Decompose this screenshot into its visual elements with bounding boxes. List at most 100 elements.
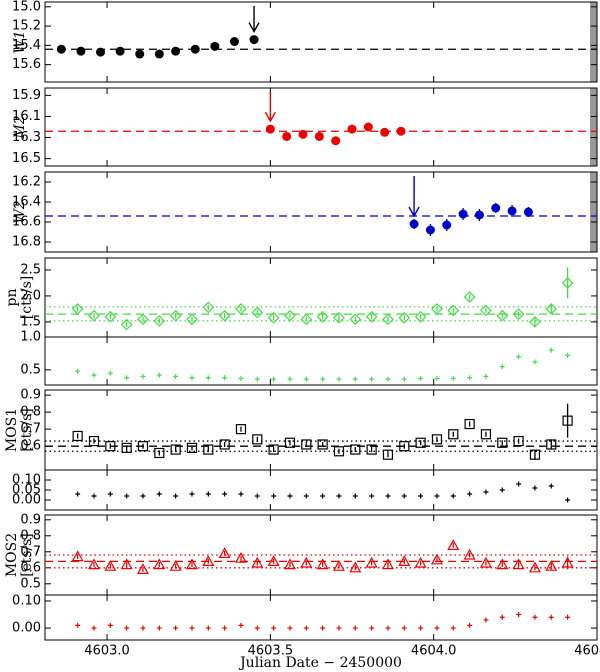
arrow [248, 6, 260, 34]
point [189, 375, 195, 381]
point [254, 493, 260, 499]
point [347, 124, 357, 134]
point [284, 437, 296, 448]
point [254, 376, 260, 382]
panel-edge [590, 88, 597, 166]
point [363, 122, 373, 132]
point [303, 493, 309, 499]
y-axis-label: pn [4, 289, 20, 307]
y-axis-label: [cts/s] [19, 276, 35, 319]
point [154, 447, 165, 459]
point [532, 485, 538, 491]
x-tick-label: 4604.0 [411, 644, 457, 659]
point [401, 376, 407, 382]
point [173, 493, 179, 499]
point [516, 354, 522, 360]
point [381, 558, 394, 570]
point [414, 310, 427, 323]
point [499, 364, 505, 370]
point [140, 373, 146, 379]
point [385, 376, 391, 382]
point [496, 558, 509, 570]
point [418, 625, 424, 631]
x-tick-label: 4603.0 [84, 644, 130, 659]
point [496, 309, 509, 322]
point [474, 210, 484, 220]
point [124, 375, 130, 381]
point [396, 126, 406, 136]
point [218, 547, 231, 559]
point [185, 558, 199, 570]
point [463, 548, 476, 560]
point [238, 375, 244, 381]
point [499, 487, 505, 493]
y-axis-label: MOS2 [4, 533, 20, 577]
point [268, 444, 279, 455]
point [136, 563, 150, 575]
point [189, 491, 195, 497]
point [317, 439, 328, 450]
point [210, 41, 220, 51]
point [218, 309, 231, 322]
panel-frame [44, 469, 598, 511]
point [75, 368, 81, 374]
point [316, 310, 329, 323]
point [287, 493, 293, 499]
point [238, 622, 244, 628]
y-tick-label: 1.5 [20, 314, 41, 329]
y-axis-label: W2 [12, 200, 28, 223]
point [385, 625, 391, 631]
y-axis-label: MOS1 [4, 408, 20, 452]
y-tick-label: 0.7 [20, 544, 41, 559]
y-tick-label: 0.00 [12, 493, 41, 508]
panel-edge [590, 172, 597, 252]
point [283, 558, 296, 570]
point [169, 309, 182, 322]
point [156, 625, 162, 631]
point [450, 375, 456, 381]
point [91, 372, 97, 378]
panel-frame [44, 171, 598, 253]
point [271, 493, 277, 499]
point [352, 625, 358, 631]
point [202, 555, 215, 567]
point [366, 444, 377, 455]
y-tick-label: 16.2 [12, 175, 41, 190]
y-tick-label: 16.5 [12, 151, 41, 166]
point [271, 625, 277, 631]
point [516, 612, 522, 618]
point [480, 304, 492, 317]
point [512, 558, 525, 570]
point [104, 310, 117, 323]
point [349, 313, 362, 326]
point [219, 439, 230, 450]
point [497, 437, 508, 448]
point [303, 625, 309, 631]
panel-frame [44, 1, 598, 83]
point [565, 497, 571, 503]
y-axis-label: [cts/s] [19, 408, 35, 451]
point [303, 376, 309, 382]
y-tick-label: 0.05 [12, 483, 41, 498]
point [546, 439, 557, 450]
point [173, 373, 179, 379]
panel-frame [44, 389, 598, 471]
point [430, 553, 443, 565]
point [333, 311, 345, 324]
point [369, 376, 375, 382]
point [418, 493, 424, 499]
y-tick-label: 0.6 [20, 560, 41, 575]
point [320, 376, 326, 382]
y-tick-label: 1.0 [20, 330, 41, 345]
point [467, 622, 473, 628]
point [137, 441, 149, 452]
point [105, 441, 116, 452]
point [153, 558, 166, 570]
y-tick-label: 15.6 [12, 57, 41, 72]
point [529, 449, 541, 460]
point [267, 311, 280, 324]
y-tick-label: 0.9 [20, 388, 41, 403]
point [352, 493, 358, 499]
point [254, 625, 260, 631]
